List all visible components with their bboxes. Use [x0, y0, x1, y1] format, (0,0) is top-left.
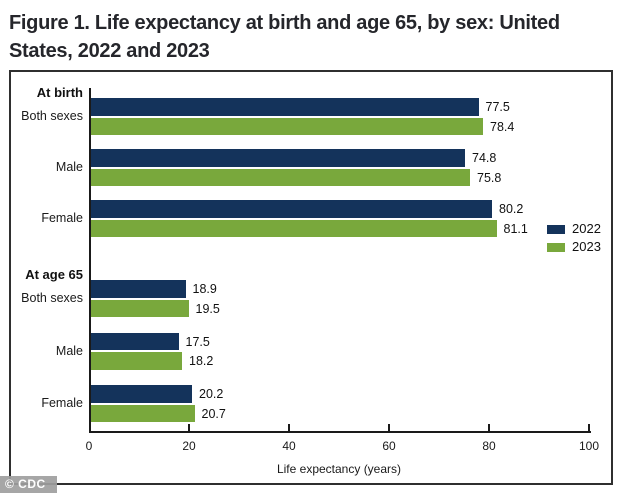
bar-value-label: 78.4 — [490, 119, 515, 134]
bar-2022 — [91, 385, 192, 403]
bar-value-label: 77.5 — [485, 100, 510, 114]
legend-label-2022: 2022 — [572, 221, 601, 236]
bar-value-label: 18.2 — [189, 354, 214, 368]
bar-2023 — [91, 352, 182, 370]
bar-value-label: 19.5 — [195, 301, 220, 316]
bar-value-label: 18.9 — [192, 282, 217, 296]
cdc-watermark: © CDC — [0, 476, 57, 493]
row-label: Male — [55, 160, 83, 174]
figure-title-line-2: States, 2022 and 2023 — [9, 40, 210, 62]
x-axis-tick-label: 80 — [482, 439, 496, 453]
bar-value-label: 80.2 — [499, 202, 524, 216]
legend-label-2023: 2023 — [572, 239, 601, 254]
x-axis-title: Life expectancy (years) — [276, 462, 402, 476]
x-axis-tick — [288, 424, 290, 431]
bar-value-label: 20.7 — [201, 406, 226, 421]
x-axis-tick-label: 20 — [182, 439, 196, 453]
group-label: At birth — [36, 85, 83, 100]
bar-2023 — [91, 168, 470, 186]
x-axis-tick — [588, 424, 590, 431]
row-label: Both sexes — [21, 109, 83, 123]
x-axis-line — [89, 431, 591, 433]
bar-2023 — [91, 219, 497, 237]
bar-value-label: 75.8 — [477, 170, 502, 185]
x-axis-tick — [388, 424, 390, 431]
figure-title-line-1: Figure 1. Life expectancy at birth and a… — [9, 12, 560, 34]
bar-2022 — [91, 98, 479, 116]
row-label: Male — [55, 343, 83, 358]
bar-value-label: 81.1 — [503, 221, 528, 236]
bar-value-label: 74.8 — [472, 151, 497, 165]
x-axis-tick-label: 100 — [578, 439, 600, 453]
bar-2023 — [91, 117, 483, 135]
bar-2022 — [91, 149, 465, 167]
figure-title: Figure 1. Life expectancy at birth and a… — [9, 9, 560, 65]
y-axis-line — [89, 88, 91, 433]
bar-2022 — [91, 280, 186, 298]
bar-value-label: 17.5 — [185, 334, 210, 349]
bar-2023 — [91, 299, 189, 317]
row-label: Female — [41, 396, 83, 410]
row-label: Female — [41, 211, 83, 225]
row-label: Both sexes — [21, 291, 83, 305]
group-label: At age 65 — [25, 267, 83, 282]
bar-value-label: 20.2 — [199, 387, 224, 401]
chart-frame: At birth Both sexes 77.5 78.4 Male 74.8 75.8 Fe… — [9, 70, 613, 485]
x-axis-tick-label: 40 — [282, 439, 296, 453]
legend-swatch-2023 — [547, 243, 565, 252]
bar-2023 — [91, 404, 195, 422]
bar-2022 — [91, 332, 179, 350]
x-axis-tick-label: 0 — [85, 439, 93, 453]
x-axis-tick-label: 60 — [382, 439, 396, 453]
x-axis-tick — [188, 424, 190, 431]
x-axis-tick — [488, 424, 490, 431]
legend-swatch-2022 — [547, 225, 565, 234]
bar-2022 — [91, 200, 492, 218]
